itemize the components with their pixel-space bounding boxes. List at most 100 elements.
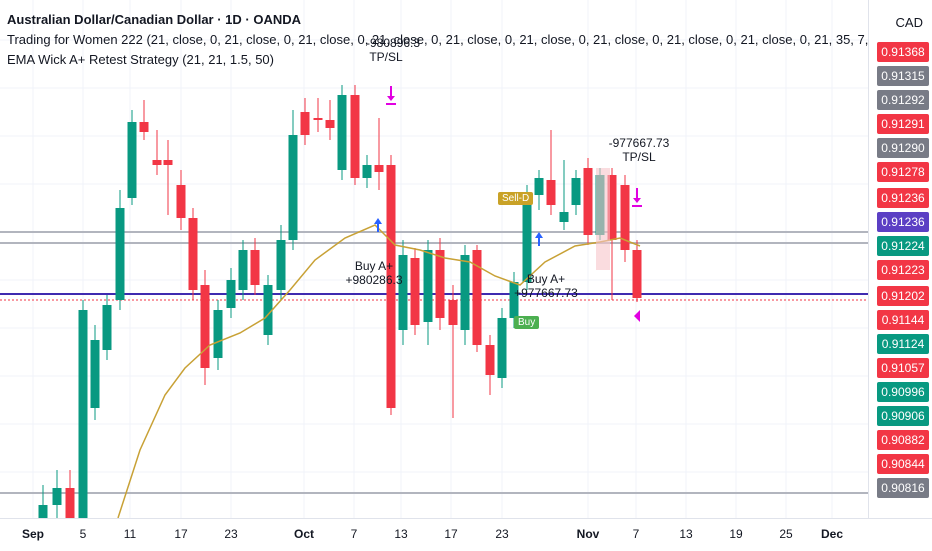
- candle-body: [410, 258, 420, 325]
- candle-body: [226, 280, 236, 308]
- candle-body: [497, 318, 507, 378]
- candle-body: [472, 250, 482, 345]
- candle-body: [571, 178, 581, 205]
- candle-body: [238, 250, 248, 290]
- price-scale[interactable]: CAD 0.91368 0.91315 0.91292 0.91291 0.91290 0…: [868, 0, 932, 518]
- price-label: 0.90996: [877, 382, 929, 402]
- candle-body: [127, 122, 137, 198]
- buy-signal-2: Buy A+ +977667.73: [506, 272, 586, 300]
- tp-sl-arrow-icon: [633, 198, 641, 203]
- price-label: 0.90906: [877, 406, 929, 426]
- candle-body: [90, 340, 100, 408]
- price-label: 0.91368: [877, 42, 929, 62]
- buy-arrow-icon: [535, 232, 543, 246]
- candle-body: [522, 195, 532, 282]
- price-label: 0.91224: [877, 236, 929, 256]
- time-label: 11: [123, 527, 137, 541]
- candle-body: [115, 208, 125, 300]
- time-label: Nov: [576, 527, 600, 541]
- buy-1-value: +980286.3: [345, 273, 403, 287]
- currency-label[interactable]: CAD: [895, 15, 923, 30]
- time-label: 7: [350, 527, 358, 541]
- time-label: 25: [779, 527, 793, 541]
- candle-body: [423, 250, 433, 322]
- time-label: Dec: [820, 527, 844, 541]
- candle-body: [152, 160, 162, 165]
- time-label: 13: [679, 527, 693, 541]
- candle-body: [38, 505, 48, 518]
- candle-body: [460, 255, 470, 330]
- price-label: 0.91057: [877, 358, 929, 378]
- candle-body: [607, 175, 617, 240]
- candle-body: [583, 168, 593, 235]
- candle-body: [176, 185, 186, 218]
- price-label: 0.91315: [877, 66, 929, 86]
- price-label: 0.91223: [877, 260, 929, 280]
- candle-body: [509, 282, 519, 318]
- price-label: 0.91291: [877, 114, 929, 134]
- candle-body: [78, 310, 88, 518]
- time-label: 19: [729, 527, 743, 541]
- price-label: 0.91290: [877, 138, 929, 158]
- time-label: Oct: [293, 527, 315, 541]
- ema-line: [117, 224, 641, 518]
- price-label: 0.91292: [877, 90, 929, 110]
- candle-body: [52, 488, 62, 505]
- candle-body: [374, 165, 384, 172]
- tp-sl-2-value: -977667.73: [608, 136, 670, 150]
- candle-body: [632, 250, 642, 298]
- candle-body: [325, 120, 335, 128]
- candle-body: [200, 285, 210, 368]
- candle-body: [300, 112, 310, 135]
- indicator-ema-wick-strategy[interactable]: EMA Wick A+ Retest Strategy (21, 21, 1.5…: [7, 52, 274, 67]
- time-label: 17: [174, 527, 188, 541]
- price-label: 0.91236: [877, 212, 929, 232]
- price-label: 0.91236: [877, 188, 929, 208]
- buy-signal-1: Buy A+ +980286.3: [344, 259, 404, 287]
- candle-body: [620, 185, 630, 250]
- candle-body: [263, 285, 273, 335]
- price-label: 0.91278: [877, 162, 929, 182]
- candle-body: [559, 212, 569, 222]
- symbol-title[interactable]: Australian Dollar/Canadian Dollar · 1D ·…: [7, 12, 301, 27]
- time-label: 13: [394, 527, 408, 541]
- tp-sl-arrow-icon: [387, 96, 395, 101]
- tp-sl-1-label: TP/SL: [369, 50, 403, 64]
- chart-legend: Australian Dollar/Canadian Dollar · 1D ·…: [7, 10, 868, 70]
- candle-body: [276, 240, 286, 290]
- candle-body: [250, 250, 260, 285]
- time-axis[interactable]: Sep 5 11 17 23 Oct 7 13 17 23 Nov 7 13 19 25 Dec: [0, 518, 932, 551]
- price-label: 0.91124: [877, 334, 929, 354]
- marker-icon: [634, 310, 640, 322]
- chart-area[interactable]: Australian Dollar/Canadian Dollar · 1D ·…: [0, 0, 868, 518]
- sell-tag: Sell-D: [498, 192, 534, 205]
- buy-tag: Buy: [514, 316, 540, 329]
- candle-body: [398, 255, 408, 330]
- candle-body: [213, 310, 223, 358]
- buy-2-value: +977667.73: [514, 286, 578, 300]
- candle-body: [448, 300, 458, 325]
- candle-body: [362, 165, 372, 178]
- price-label: 0.90844: [877, 454, 929, 474]
- indicator-trading-for-women[interactable]: Trading for Women 222 (21, close, 0, 21,…: [7, 32, 868, 47]
- candle-body: [65, 488, 75, 518]
- time-label: Sep: [21, 527, 45, 541]
- price-label: 0.91202: [877, 286, 929, 306]
- candle-body: [485, 345, 495, 375]
- time-label: 23: [224, 527, 238, 541]
- candle-body: [313, 118, 323, 120]
- time-label: 5: [79, 527, 87, 541]
- buy-2-label: Buy A+: [526, 272, 566, 286]
- trade-zone: [596, 168, 610, 270]
- tp-sl-1-value: -980896.3: [366, 36, 421, 50]
- tp-sl-signal-1: -980896.3 TP/SL: [366, 36, 421, 64]
- tp-sl-2-label: TP/SL: [622, 150, 656, 164]
- time-label: 7: [632, 527, 640, 541]
- candle-body: [139, 122, 149, 132]
- candle-body: [534, 178, 544, 195]
- candle-body: [163, 160, 173, 165]
- price-chart[interactable]: [0, 0, 868, 518]
- candle-body: [546, 180, 556, 205]
- candle-body: [288, 135, 298, 240]
- buy-1-label: Buy A+: [354, 259, 394, 273]
